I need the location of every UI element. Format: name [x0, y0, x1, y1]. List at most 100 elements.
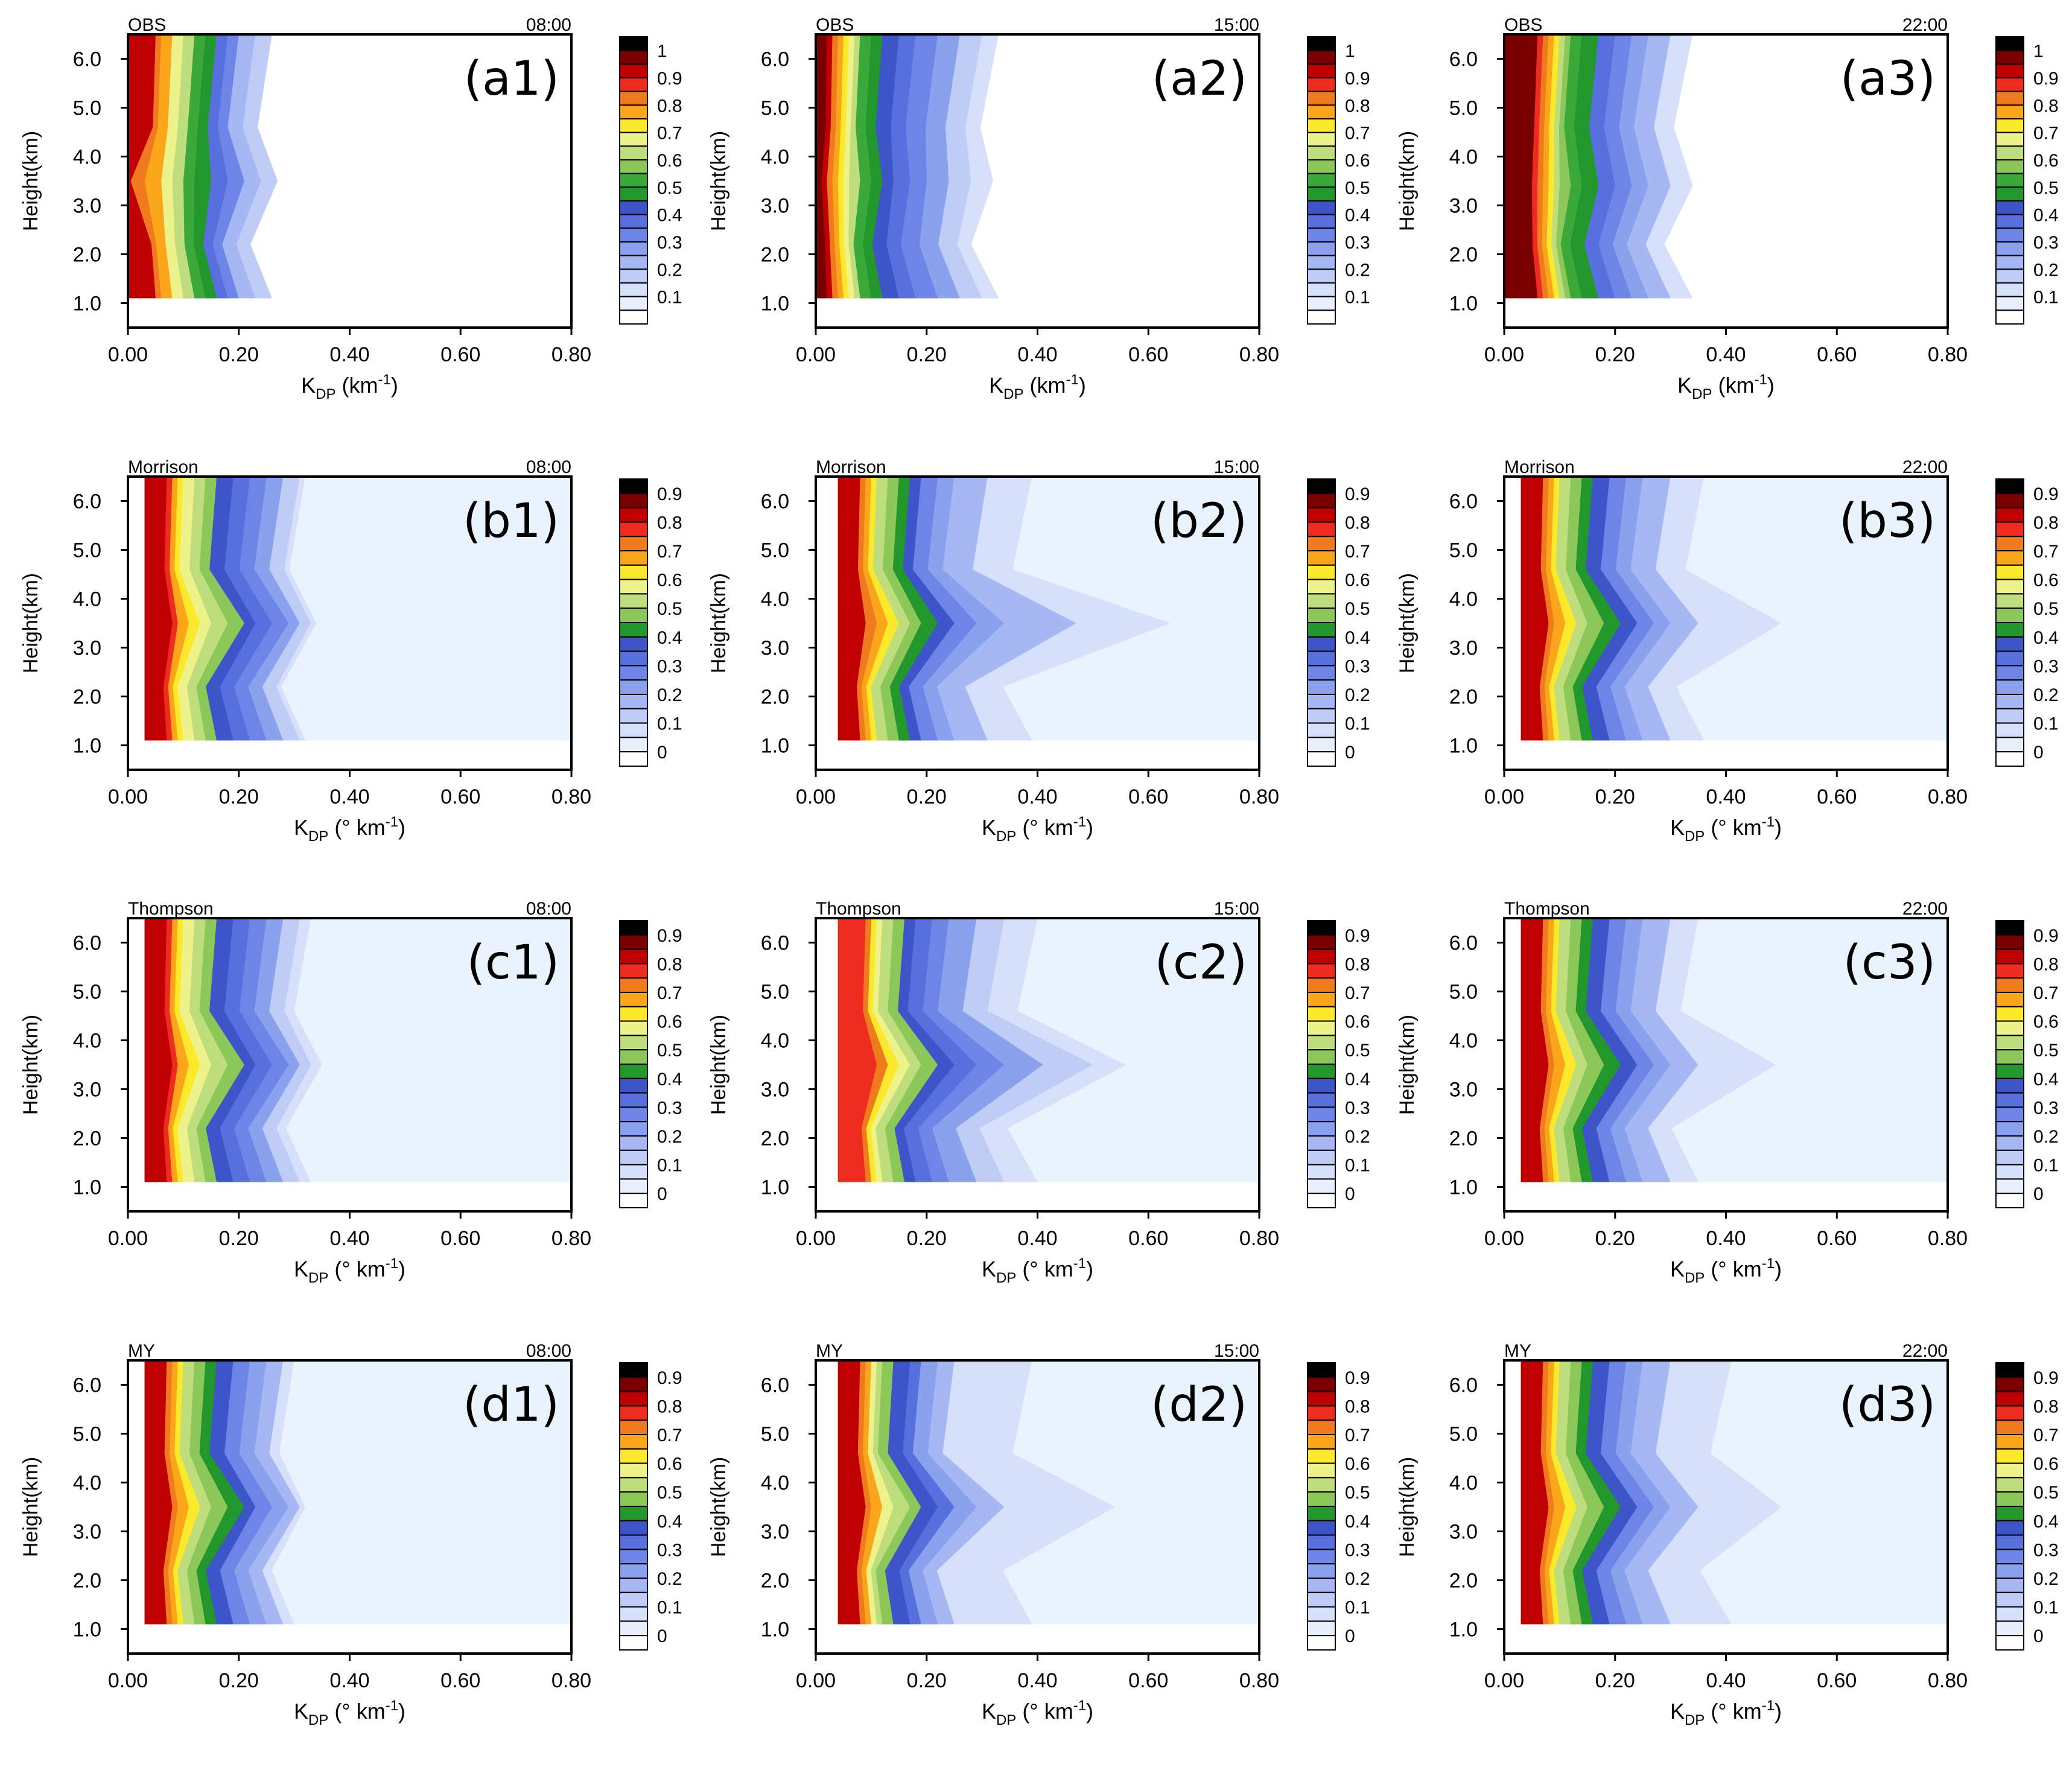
- colorbar-label: 0.6: [2033, 151, 2059, 171]
- colorbar: 0.9 0.8 0.7 0.6 0.5 0.4 0.3 0.2 0.1 0: [1307, 1362, 1370, 1651]
- y-tick-label: 1.0: [761, 293, 789, 316]
- colorbar-swatch: [619, 1591, 648, 1608]
- colorbar-swatch: [1995, 607, 2024, 624]
- panel-d2: 0.00 0.20 0.40 0.60 0.801.02.03.04.05.06.0He…: [707, 1341, 1370, 1728]
- colorbar-swatch: [1307, 1064, 1336, 1079]
- colorbar-swatch: [619, 934, 648, 950]
- panel-label: (c1): [467, 936, 559, 990]
- colorbar-swatch: [1307, 1563, 1336, 1579]
- colorbar-swatch: [619, 104, 648, 119]
- colorbar-label: 0.8: [2033, 954, 2059, 974]
- colorbar: 1 0.9 0.8 0.7 0.6 0.5 0.4 0.3 0.2 0.1: [619, 36, 682, 325]
- colorbar: 0.9 0.8 0.7 0.6 0.5 0.4 0.3 0.2 0.1 0: [1307, 920, 1370, 1208]
- colorbar-swatch: [1995, 1049, 2024, 1065]
- colorbar-label: 0: [657, 1626, 667, 1646]
- colorbar-label: 0.4: [2033, 628, 2059, 648]
- contour-fill: [837, 477, 1259, 741]
- colorbar-swatch: [1307, 1164, 1336, 1180]
- colorbar-swatch: [619, 309, 648, 325]
- x-tick-label: 0.40: [1017, 1669, 1057, 1692]
- colorbar-swatch: [1307, 90, 1336, 106]
- y-tick-label: 6.0: [1449, 1374, 1478, 1397]
- colorbar-swatch: [1307, 1620, 1336, 1637]
- y-tick-label: 5.0: [1449, 97, 1478, 120]
- time-label: 15:00: [1214, 899, 1259, 919]
- time-label: 15:00: [1214, 1341, 1259, 1361]
- y-tick-label: 3.0: [1449, 1521, 1478, 1544]
- x-tick-label: 0.80: [551, 343, 591, 366]
- time-label: 08:00: [526, 899, 571, 919]
- colorbar-swatch: [619, 241, 648, 256]
- colorbar: 0.9 0.8 0.7 0.6 0.5 0.4 0.3 0.2 0.1 0: [1995, 1362, 2059, 1651]
- colorbar-label: 0.6: [1345, 1454, 1370, 1474]
- colorbar-label: 0.1: [1345, 1156, 1370, 1176]
- colorbar-label: 0: [2033, 743, 2044, 763]
- x-tick-label: 0.40: [329, 343, 369, 366]
- colorbar-swatch: [1995, 1376, 2024, 1392]
- colorbar-swatch: [619, 963, 648, 979]
- colorbar-swatch: [1995, 1135, 2024, 1151]
- colorbar-swatch: [1307, 200, 1336, 215]
- colorbar-label: 0.6: [2033, 571, 2059, 591]
- colorbar-label: 0.7: [1345, 1426, 1370, 1445]
- colorbar-label: 0.2: [2033, 1127, 2059, 1147]
- colorbar-label: 0.8: [657, 1397, 682, 1416]
- colorbar-swatch: [619, 536, 648, 552]
- colorbar-swatch: [619, 1506, 648, 1521]
- colorbar-swatch: [1995, 622, 2024, 638]
- contour-fill: [128, 34, 278, 299]
- colorbar-swatch: [619, 507, 648, 523]
- colorbar-swatch: [1995, 241, 2024, 256]
- colorbar-swatch: [619, 1419, 648, 1435]
- colorbar-swatch: [1995, 593, 2024, 609]
- colorbar-label: 0: [1345, 1184, 1355, 1204]
- colorbar: 1 0.9 0.8 0.7 0.6 0.5 0.4 0.3 0.2 0.1: [1995, 36, 2059, 325]
- panel-d1: 0.00 0.20 0.40 0.60 0.801.02.03.04.05.06.0He…: [19, 1341, 682, 1728]
- colorbar-label: 0.7: [2033, 124, 2059, 144]
- contour-fill: [144, 918, 571, 1182]
- colorbar-swatch: [1307, 934, 1336, 950]
- colorbar-swatch: [619, 722, 648, 738]
- y-tick-label: 6.0: [1449, 932, 1478, 955]
- x-tick-label: 0.20: [907, 1227, 947, 1250]
- contour-fill: [144, 1360, 571, 1625]
- y-tick-label: 2.0: [73, 244, 101, 267]
- colorbar-swatch: [1995, 948, 2024, 965]
- y-tick-label: 6.0: [761, 1374, 789, 1397]
- x-tick-label: 0.00: [796, 785, 836, 808]
- colorbar-label: 0.6: [657, 1012, 682, 1032]
- colorbar-swatch: [1995, 1164, 2024, 1180]
- y-tick-label: 2.0: [761, 244, 789, 267]
- colorbar-swatch: [619, 478, 648, 494]
- y-tick-label: 3.0: [73, 195, 101, 218]
- y-tick-label: 5.0: [761, 97, 789, 120]
- colorbar-label: 0.4: [1345, 206, 1370, 226]
- colorbar-label: 0.8: [2033, 1397, 2059, 1416]
- colorbar-label: 0.2: [2033, 685, 2059, 705]
- colorbar-swatch: [1995, 1477, 2024, 1493]
- panel-a2: 0.00 0.20 0.40 0.60 0.80 1.0 2.0 3.0 4.0 5.0 6.0 He…: [707, 15, 1370, 402]
- x-tick-label: 0.00: [108, 1227, 148, 1250]
- colorbar-swatch: [619, 1578, 648, 1593]
- colorbar-label: 0.4: [2033, 206, 2059, 226]
- y-tick-label: 5.0: [1449, 539, 1478, 562]
- colorbar-swatch: [619, 737, 648, 753]
- colorbar-swatch: [1307, 1448, 1336, 1464]
- y-tick-label: 2.0: [1449, 1128, 1478, 1150]
- colorbar-swatch: [1307, 478, 1336, 494]
- y-tick-label: 4.0: [1449, 588, 1478, 611]
- contour-fill: [837, 918, 1259, 1182]
- colorbar-swatch: [1995, 492, 2024, 509]
- panel-label: (a3): [1840, 52, 1936, 106]
- colorbar-swatch: [1995, 1106, 2024, 1123]
- x-tick-label: 0.80: [551, 785, 591, 808]
- colorbar-label: 0.7: [2033, 983, 2059, 1003]
- time-label: 08:00: [526, 15, 571, 35]
- colorbar-swatch: [1995, 679, 2024, 695]
- colorbar-swatch: [1995, 1434, 2024, 1450]
- x-tick-label: 0.60: [1817, 343, 1857, 366]
- x-tick-label: 0.60: [1817, 1227, 1857, 1250]
- colorbar-swatch: [1995, 977, 2024, 993]
- y-tick-label: 3.0: [1449, 637, 1478, 660]
- y-tick-label: 6.0: [1449, 490, 1478, 513]
